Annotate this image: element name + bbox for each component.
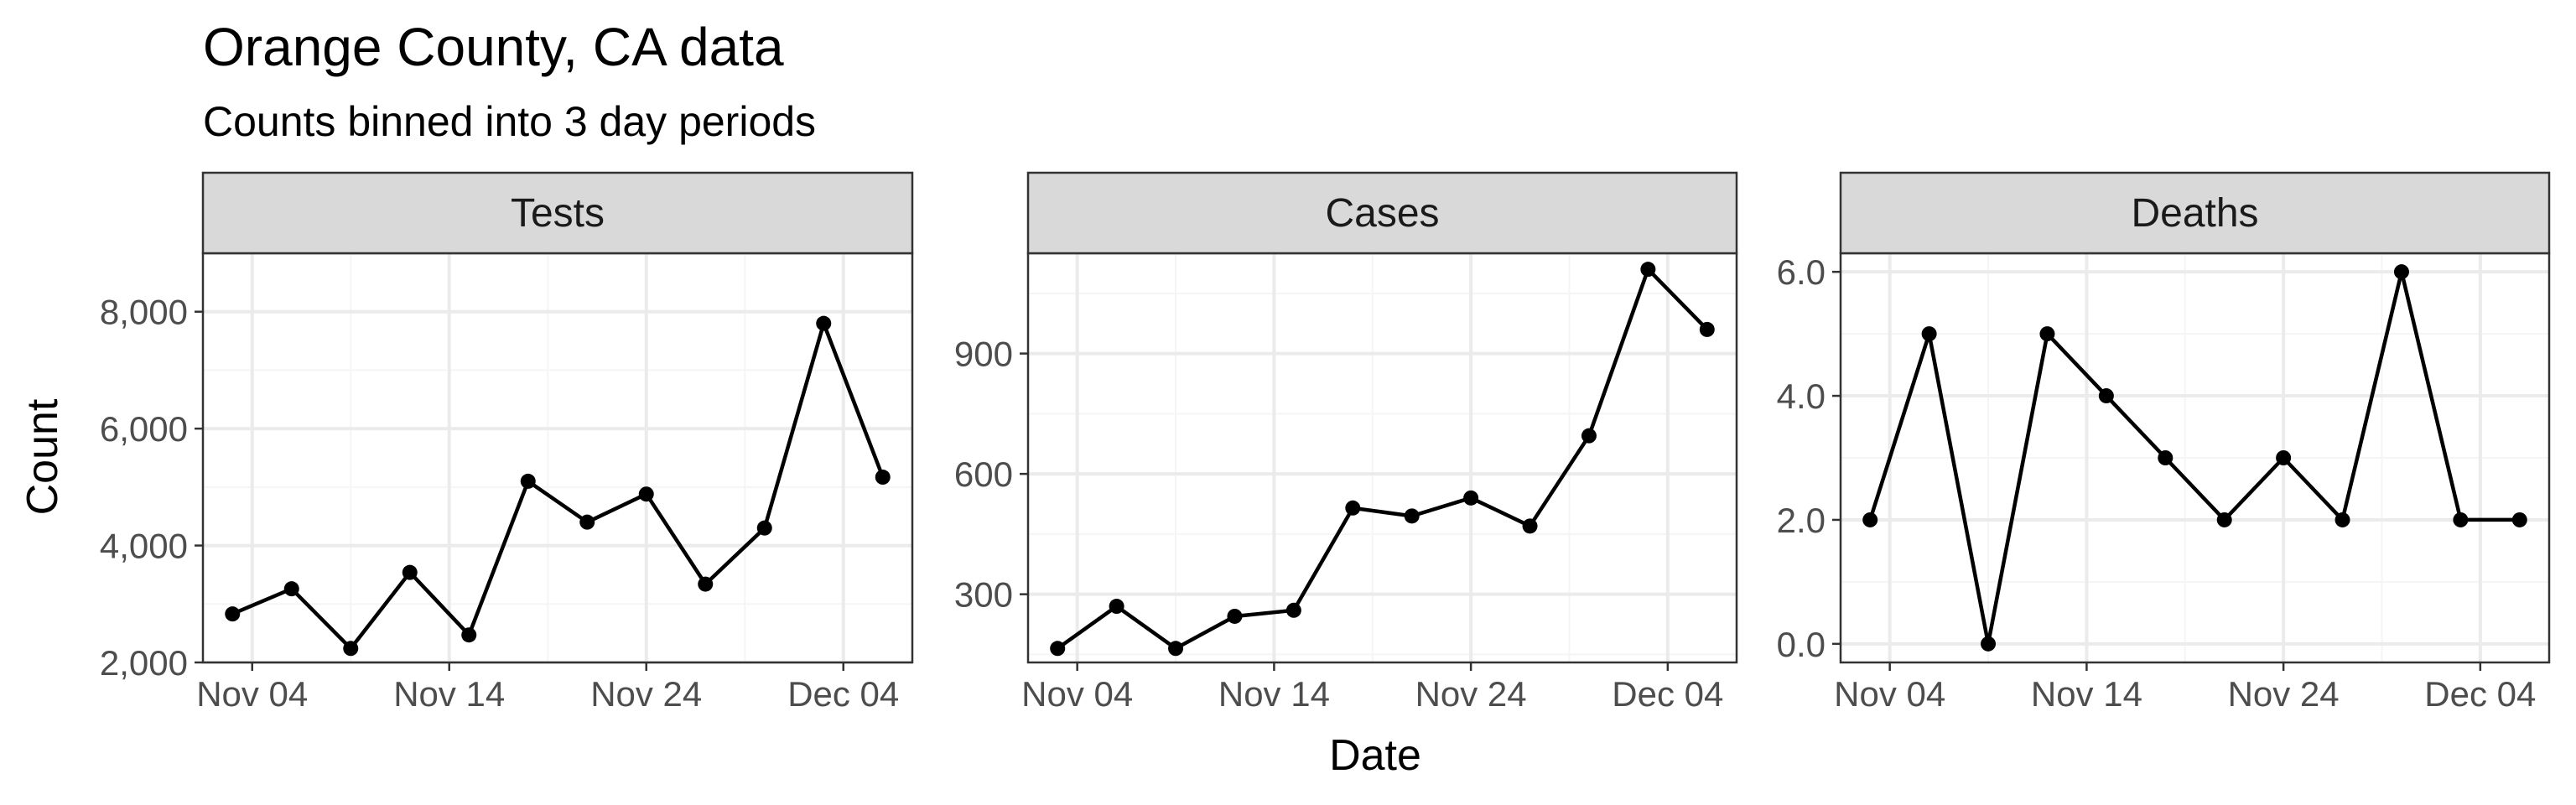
y-tick-label: 4.0 [1777,377,1826,416]
data-point [698,576,714,592]
facet-panel-tests: Tests 2,000 4,000 6,000 8,000 Nov 04 Nov 14 Nov… [100,171,914,714]
data-point [1109,599,1124,615]
chart-title: Orange County, CA data [203,17,784,77]
y-tick-label: 2.0 [1777,501,1826,540]
data-point [1862,512,1878,527]
facet-strip [201,171,914,255]
y-axis-title: Count [18,398,67,515]
data-point [638,486,654,502]
data-point [1345,500,1361,516]
data-point [1640,262,1656,278]
data-point [1581,428,1597,444]
y-tick-label: 6,000 [100,409,188,449]
x-tick-label: Nov 04 [1021,674,1133,714]
data-point [283,581,299,597]
data-point [1921,326,1937,342]
x-tick-label: Nov 04 [196,674,308,714]
panel-background [203,253,912,662]
y-tick-label: 300 [954,575,1013,615]
series-line [1868,269,2520,647]
chart-subtitle: Counts binned into 3 day periods [203,98,816,145]
facet-strip-label: Tests [511,191,605,236]
x-tick-label: Nov 24 [590,674,702,714]
data-point [2158,450,2174,465]
data-point [1168,641,1184,657]
x-tick-label: Nov 14 [1218,674,1330,714]
facet-panels: Tests 2,000 4,000 6,000 8,000 Nov 04 Nov 14 Nov… [100,171,2551,714]
y-tick-label: 900 [954,335,1013,374]
data-point [1699,321,1715,337]
data-point [2511,512,2527,527]
x-tick-label: Nov 24 [1415,674,1527,714]
data-point [2276,450,2292,465]
facet-strip-label: Cases [1325,191,1439,236]
data-point [1981,636,1997,652]
x-tick-label: Nov 04 [1834,674,1945,714]
data-point [579,514,595,530]
x-tick-label: Nov 24 [2228,674,2340,714]
data-point [816,315,832,331]
x-tick-label: Nov 14 [2031,674,2142,714]
series-line [1056,267,1709,651]
facet-strip [1026,171,1738,255]
data-point [1522,518,1538,534]
data-point [1463,490,1479,506]
data-point [2039,326,2055,342]
facet-strip [1839,171,2551,255]
data-point [520,473,536,489]
x-tick-label: Dec 04 [787,674,899,714]
data-point [1050,641,1066,657]
x-tick-label: Dec 04 [1612,674,1723,714]
data-point [1404,508,1420,524]
data-point [225,606,241,622]
y-tick-label: 6.0 [1777,252,1826,292]
data-point [2098,388,2114,404]
data-point [2393,264,2409,280]
y-tick-label: 0.0 [1777,625,1826,664]
data-point [343,641,359,657]
x-tick-label: Dec 04 [2424,674,2536,714]
facet-panel-cases: Cases 300 600 900 Nov 04 Nov 14 Nov 24 Dec 04 [954,171,1738,714]
facet-panel-deaths: Deaths 0.0 2.0 4.0 6.0 Nov 04 Nov 14 Nov 24 Dec … [1777,171,2551,714]
y-tick-label: 600 [954,454,1013,494]
series-line [231,321,885,651]
data-point [1227,608,1243,624]
data-point [461,627,477,643]
y-tick-label: 2,000 [100,643,188,683]
y-tick-label: 8,000 [100,293,188,332]
data-point [2453,512,2469,527]
x-tick-label: Nov 14 [393,674,505,714]
data-point [875,470,891,486]
data-point [1285,602,1301,618]
x-axis-title: Date [1329,731,1421,780]
data-point [2334,512,2350,527]
data-point [2216,512,2232,527]
data-point [756,520,772,536]
data-point [402,564,418,580]
y-tick-label: 4,000 [100,527,188,566]
facet-strip-label: Deaths [2131,191,2258,236]
